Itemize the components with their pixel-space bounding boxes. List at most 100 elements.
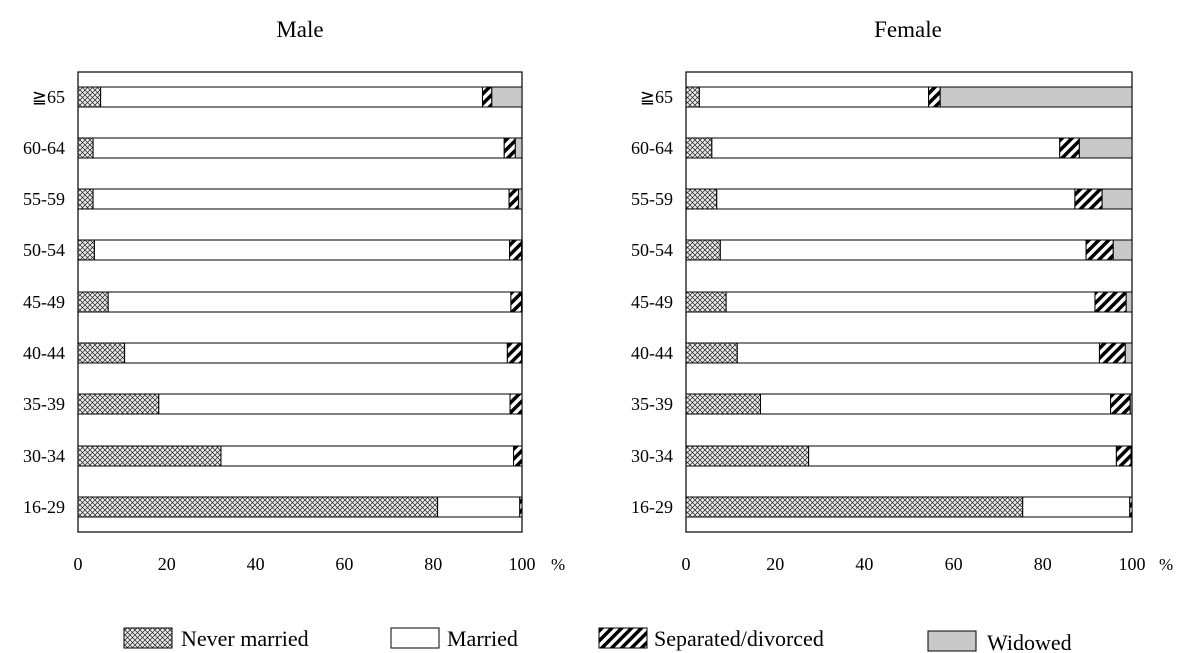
panel-male: Male ≧65 60-64 55-59 50-54 45-49 40-44 35-39 30… bbox=[23, 17, 565, 574]
bar-male-ge65-never-married bbox=[77, 86, 102, 108]
category-label-male-ge65: ≧65 bbox=[32, 87, 65, 107]
x-tick-label-female-0: 0 bbox=[682, 554, 691, 574]
bar-female-50-54-widowed bbox=[1112, 239, 1133, 261]
bar-male-55-59-married bbox=[92, 188, 510, 210]
x-unit-female: % bbox=[1159, 555, 1173, 574]
bar-female-55-59-separated-divorced bbox=[1074, 188, 1103, 210]
category-label-female-ge65: ≧65 bbox=[640, 87, 673, 107]
bars-male bbox=[77, 86, 523, 518]
bar-female-30-34-widowed bbox=[1130, 445, 1133, 467]
bar-male-50-54-widowed bbox=[521, 239, 523, 261]
legend: Never married Married Separated/divorced… bbox=[123, 626, 1072, 653]
legend-label-never-married: Never married bbox=[181, 626, 309, 651]
legend-swatch-never-married bbox=[123, 627, 173, 649]
bar-female-45-49-married bbox=[725, 291, 1096, 313]
bar-male-50-54-separated-divorced bbox=[509, 239, 523, 261]
x-tick-label-male-20: 20 bbox=[158, 554, 176, 574]
bar-male-50-54-never-married bbox=[77, 239, 95, 261]
category-label-female-16-29: 16-29 bbox=[631, 497, 673, 517]
bar-male-45-49-married bbox=[107, 291, 512, 313]
bar-male-40-44-married bbox=[124, 342, 508, 364]
bar-female-40-44-married bbox=[736, 342, 1100, 364]
x-tick-label-male-60: 60 bbox=[335, 554, 353, 574]
bar-male-55-59-separated-divorced bbox=[508, 188, 519, 210]
category-label-male-16-29: 16-29 bbox=[23, 497, 65, 517]
bar-male-16-29-married bbox=[437, 496, 521, 518]
x-tick-label-male-0: 0 bbox=[74, 554, 83, 574]
bar-male-55-59-widowed bbox=[517, 188, 523, 210]
bar-male-40-44-separated-divorced bbox=[506, 342, 523, 364]
category-label-female-45-49: 45-49 bbox=[631, 292, 673, 312]
bar-male-35-39-never-married bbox=[77, 393, 160, 415]
x-tick-label-female-40: 40 bbox=[855, 554, 873, 574]
legend-swatch-married bbox=[390, 627, 440, 649]
bar-male-16-29-never-married bbox=[77, 496, 439, 518]
category-label-male-30-34: 30-34 bbox=[23, 446, 65, 466]
category-label-female-40-44: 40-44 bbox=[631, 343, 673, 363]
bar-female-60-64-separated-divorced bbox=[1059, 137, 1080, 159]
category-label-female-30-34: 30-34 bbox=[631, 446, 673, 466]
bar-male-60-64-never-married bbox=[77, 137, 94, 159]
bar-female-30-34-never-married bbox=[685, 445, 810, 467]
x-tick-label-male-40: 40 bbox=[247, 554, 265, 574]
x-tick-label-male-80: 80 bbox=[424, 554, 442, 574]
bar-female-35-39-never-married bbox=[685, 393, 761, 415]
panel-title-male: Male bbox=[276, 17, 323, 42]
bar-female-45-49-never-married bbox=[685, 291, 727, 313]
legend-label-separated-divorced: Separated/divorced bbox=[654, 626, 824, 651]
bar-male-60-64-separated-divorced bbox=[503, 137, 516, 159]
bar-female-55-59-never-married bbox=[685, 188, 718, 210]
bar-female-50-54-married bbox=[719, 239, 1087, 261]
category-label-female-35-39: 35-39 bbox=[631, 394, 673, 414]
bar-female-35-39-widowed bbox=[1129, 393, 1133, 415]
bar-female-60-64-never-married bbox=[685, 137, 713, 159]
bar-female-40-44-widowed bbox=[1124, 342, 1133, 364]
bar-female-40-44-separated-divorced bbox=[1098, 342, 1126, 364]
category-label-female-55-59: 55-59 bbox=[631, 189, 673, 209]
panel-female: Female ≧65 60-64 55-59 50-54 45-49 40-44 35-39… bbox=[631, 17, 1173, 574]
category-label-male-45-49: 45-49 bbox=[23, 292, 65, 312]
legend-swatch-separated-divorced bbox=[598, 627, 648, 649]
bar-female-50-54-never-married bbox=[685, 239, 721, 261]
bar-male-ge65-married bbox=[100, 86, 483, 108]
legend-label-widowed: Widowed bbox=[987, 630, 1072, 653]
bar-female-45-49-widowed bbox=[1125, 291, 1133, 313]
x-tick-label-female-60: 60 bbox=[945, 554, 963, 574]
bar-male-45-49-widowed bbox=[521, 291, 523, 313]
bar-male-40-44-widowed bbox=[521, 342, 523, 364]
bar-male-35-39-married bbox=[158, 393, 511, 415]
bar-male-30-34-married bbox=[220, 445, 515, 467]
bar-female-16-29-married bbox=[1022, 496, 1131, 518]
bar-female-16-29-separated-divorced bbox=[1129, 496, 1133, 518]
legend-item-never-married: Never married bbox=[123, 626, 309, 651]
bar-male-55-59-never-married bbox=[77, 188, 94, 210]
x-tick-label-female-20: 20 bbox=[766, 554, 784, 574]
x-tick-labels-male: 0 20 40 60 80 100 bbox=[74, 554, 536, 574]
bar-male-40-44-never-married bbox=[77, 342, 126, 364]
category-label-male-60-64: 60-64 bbox=[23, 138, 65, 158]
x-tick-label-female-80: 80 bbox=[1034, 554, 1052, 574]
bar-female-ge65-widowed bbox=[939, 86, 1133, 108]
bar-male-50-54-married bbox=[93, 239, 511, 261]
bar-female-ge65-separated-divorced bbox=[928, 86, 941, 108]
bar-male-ge65-separated-divorced bbox=[481, 86, 493, 108]
panel-title-female: Female bbox=[874, 17, 942, 42]
category-labels-female: ≧65 60-64 55-59 50-54 45-49 40-44 35-39 30-34 16… bbox=[631, 87, 673, 517]
bar-male-45-49-separated-divorced bbox=[510, 291, 523, 313]
bar-female-40-44-never-married bbox=[685, 342, 738, 364]
category-labels-male: ≧65 60-64 55-59 50-54 45-49 40-44 35-39 30-34 16… bbox=[23, 87, 65, 517]
legend-label-married: Married bbox=[447, 626, 518, 651]
category-label-male-55-59: 55-59 bbox=[23, 189, 65, 209]
bar-female-60-64-married bbox=[711, 137, 1061, 159]
legend-item-separated-divorced: Separated/divorced bbox=[598, 626, 824, 651]
bar-male-30-34-separated-divorced bbox=[513, 445, 523, 467]
x-tick-labels-female: 0 20 40 60 80 100 bbox=[682, 554, 1146, 574]
bar-female-ge65-married bbox=[698, 86, 930, 108]
category-label-male-50-54: 50-54 bbox=[23, 240, 65, 260]
bar-female-35-39-separated-divorced bbox=[1110, 393, 1131, 415]
bar-male-45-49-never-married bbox=[77, 291, 109, 313]
legend-item-widowed: Widowed bbox=[927, 630, 1072, 653]
bar-female-55-59-widowed bbox=[1101, 188, 1133, 210]
x-tick-label-female-100: 100 bbox=[1119, 554, 1146, 574]
